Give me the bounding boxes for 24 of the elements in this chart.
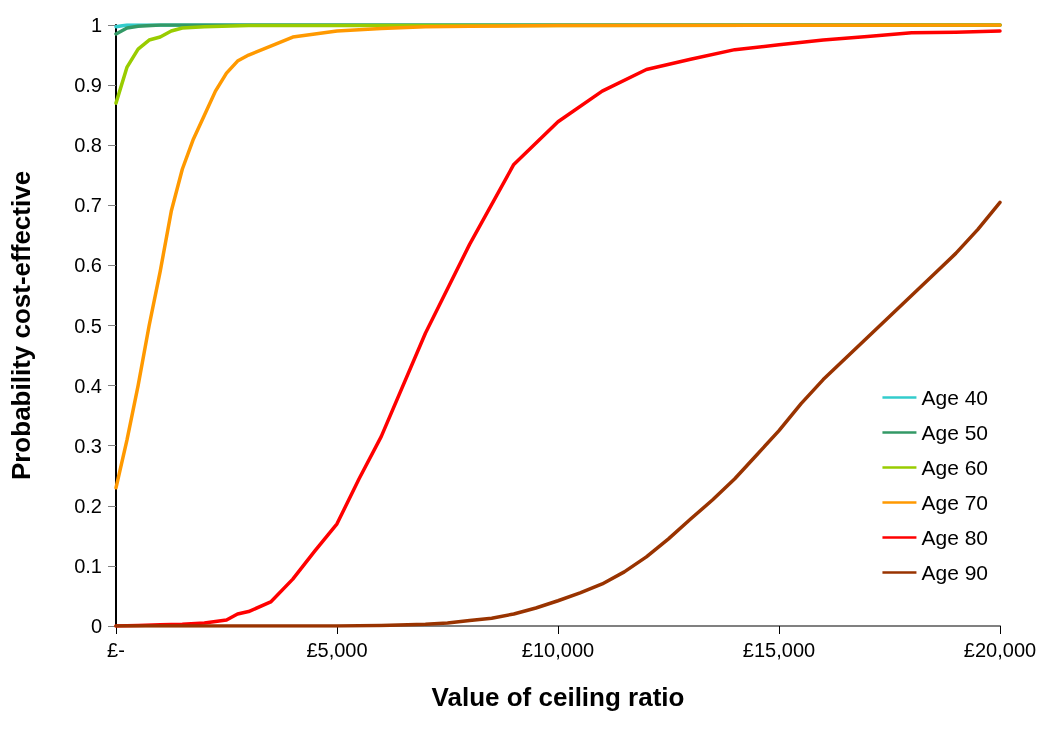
legend-label: Age 60: [921, 456, 988, 479]
x-tick-label: £10,000: [521, 639, 595, 661]
y-tick-label: 0.2: [74, 494, 102, 517]
y-tick-label: 0: [90, 615, 102, 637]
y-tick-label: 0.1: [74, 554, 102, 577]
y-axis-title: Probability cost-effective: [6, 170, 36, 481]
y-tick-label: 0.7: [74, 194, 102, 217]
legend-label: Age 70: [921, 491, 988, 514]
y-tick-label: 0.5: [74, 314, 102, 337]
legend-label: Age 40: [921, 386, 988, 409]
legend-label: Age 80: [921, 526, 988, 549]
y-tick-label: 0.9: [74, 74, 102, 97]
legend-label: Age 50: [921, 421, 988, 444]
x-tick-label: £15,000: [742, 639, 816, 661]
y-tick-label: 0.6: [74, 254, 102, 277]
x-tick-label: £5,000: [306, 639, 368, 661]
x-tick-label: £-: [107, 639, 125, 661]
legend-label: Age 90: [921, 561, 988, 584]
x-tick-label: £20,000: [963, 639, 1037, 661]
y-tick-label: 1: [90, 14, 102, 36]
y-tick-label: 0.8: [74, 134, 102, 157]
x-axis-title: Value of ceiling ratio: [431, 682, 685, 712]
y-tick-label: 0.3: [74, 434, 102, 457]
y-tick-label: 0.4: [74, 374, 102, 397]
